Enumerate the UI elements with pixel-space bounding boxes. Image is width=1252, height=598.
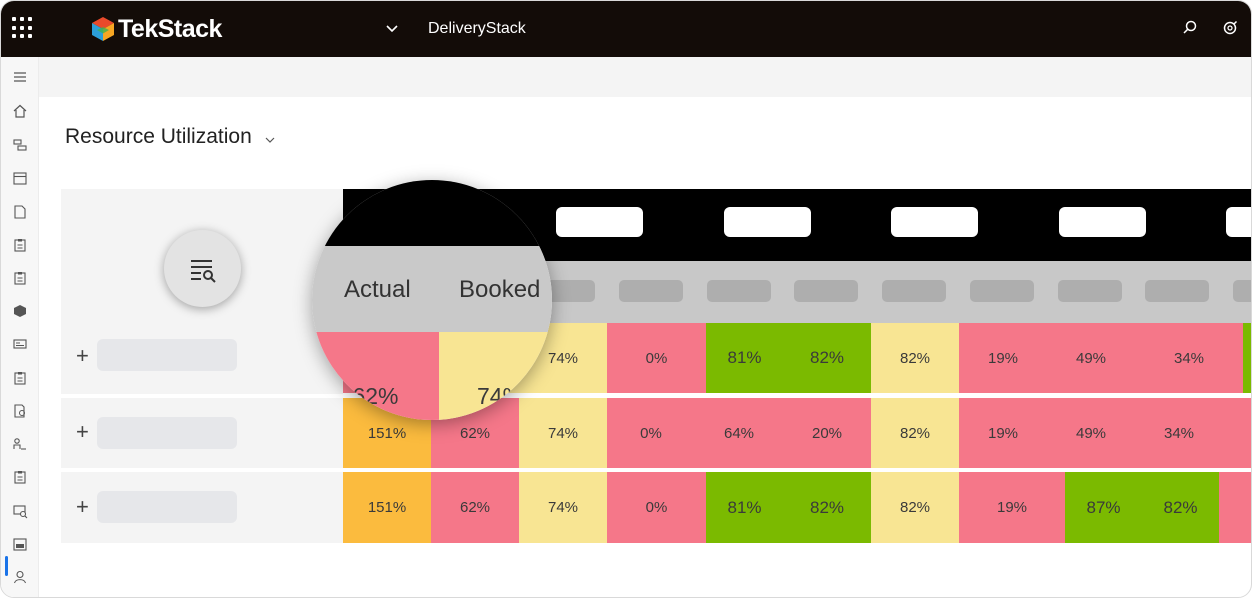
subheader-placeholder xyxy=(707,280,771,302)
resource-name-placeholder[interactable] xyxy=(97,339,237,371)
package-icon[interactable] xyxy=(12,303,28,319)
utilization-cell[interactable]: 82% xyxy=(871,398,959,468)
table-row-header: + xyxy=(61,323,343,393)
period-label-placeholder xyxy=(556,207,643,237)
subheader-placeholder xyxy=(882,280,946,302)
subheader-placeholder xyxy=(970,280,1034,302)
magnified-booked-cell: 74% xyxy=(439,332,552,420)
active-indicator xyxy=(5,556,8,576)
row-divider xyxy=(61,468,1251,472)
utilization-cell[interactable]: 19% xyxy=(959,398,1047,468)
period-label-placeholder xyxy=(1059,207,1146,237)
subheader-placeholder xyxy=(1233,280,1251,302)
utilization-cell[interactable]: 81% xyxy=(706,323,783,393)
app-name[interactable]: DeliveryStack xyxy=(428,20,526,37)
utilization-cell[interactable]: 0% xyxy=(607,323,706,393)
column-header-actual: Actual xyxy=(344,276,411,303)
page-title: Resource Utilization xyxy=(65,125,252,148)
chevron-down-icon[interactable] xyxy=(264,134,276,146)
utilization-cell[interactable]: 49% xyxy=(1047,398,1135,468)
magnifier-lens: Actual Booked 62% 74% xyxy=(312,180,552,420)
person-icon[interactable] xyxy=(12,569,28,585)
subheader-placeholder xyxy=(794,280,858,302)
utilization-cell[interactable]: 87% xyxy=(1065,472,1142,543)
period-label-placeholder xyxy=(891,207,978,237)
projects-icon[interactable] xyxy=(12,137,28,153)
home-icon[interactable] xyxy=(12,103,28,119)
tekstack-logo-icon xyxy=(92,17,114,41)
magnified-actual-cell: 62% xyxy=(312,332,439,420)
utilization-cell[interactable]: 82% xyxy=(783,323,871,393)
clipboard-icon[interactable] xyxy=(12,237,28,253)
menu-icon[interactable] xyxy=(12,69,28,85)
sidebar xyxy=(1,57,39,597)
clipboard-icon[interactable] xyxy=(12,469,28,485)
utilization-cell[interactable] xyxy=(1243,323,1251,393)
utilization-cell[interactable] xyxy=(1219,472,1251,543)
utilization-cell[interactable]: 82% xyxy=(871,323,959,393)
utilization-cell[interactable]: 20% xyxy=(783,398,871,468)
brand-logo[interactable]: TekStack xyxy=(91,13,222,45)
utilization-cell[interactable]: 64% xyxy=(695,398,783,468)
utilization-cell[interactable]: 34% xyxy=(1135,398,1223,468)
utilization-cell[interactable]: 34% xyxy=(1135,323,1243,393)
chevron-down-icon[interactable] xyxy=(385,21,399,35)
settings-icon[interactable] xyxy=(1221,19,1239,37)
people-icon[interactable] xyxy=(12,436,28,452)
utilization-cell[interactable]: 81% xyxy=(706,472,783,543)
calendar-icon[interactable] xyxy=(12,170,28,186)
search-document-icon[interactable] xyxy=(12,403,28,419)
utilization-cell[interactable] xyxy=(1223,398,1251,468)
search-icon[interactable] xyxy=(1181,19,1199,37)
expand-row-icon[interactable]: + xyxy=(76,343,89,368)
utilization-cell[interactable]: 82% xyxy=(871,472,959,543)
resource-name-placeholder[interactable] xyxy=(97,491,237,523)
utilization-cell[interactable]: 19% xyxy=(959,472,1065,543)
row-divider xyxy=(61,394,1251,398)
magnified-subheader xyxy=(312,246,552,332)
filter-button[interactable] xyxy=(164,230,241,307)
column-header-booked: Booked xyxy=(459,276,541,303)
expand-row-icon[interactable]: + xyxy=(76,419,89,444)
view-selector[interactable]: Resource Utilization xyxy=(65,125,276,149)
utilization-cell[interactable]: 0% xyxy=(607,472,706,543)
table-row-header: + xyxy=(61,471,343,541)
utilization-cell[interactable]: 19% xyxy=(959,323,1047,393)
resource-search-icon[interactable] xyxy=(12,503,28,519)
brand-name: TekStack xyxy=(118,14,222,43)
clipboard-icon[interactable] xyxy=(12,270,28,286)
utilization-cell[interactable]: 49% xyxy=(1047,323,1135,393)
report-icon[interactable] xyxy=(12,536,28,552)
resource-name-placeholder[interactable] xyxy=(97,417,237,449)
utilization-cell[interactable]: 82% xyxy=(1142,472,1219,543)
subheader-placeholder xyxy=(1058,280,1122,302)
filter-search-icon xyxy=(190,259,216,283)
utilization-cell[interactable]: 74% xyxy=(519,472,607,543)
id-card-icon[interactable] xyxy=(12,336,28,352)
utilization-cell[interactable]: 0% xyxy=(607,398,695,468)
subheader-placeholder xyxy=(619,280,683,302)
app-launcher-icon[interactable] xyxy=(12,17,34,39)
command-bar xyxy=(39,57,1251,97)
utilization-cell[interactable]: 82% xyxy=(783,472,871,543)
utilization-cell[interactable]: 151% xyxy=(343,472,431,543)
expand-row-icon[interactable]: + xyxy=(76,494,89,519)
period-label-placeholder xyxy=(1226,207,1251,237)
magnified-period-header xyxy=(312,180,552,246)
utilization-cell[interactable]: 62% xyxy=(431,472,519,543)
top-bar: TekStack DeliveryStack xyxy=(1,1,1251,57)
subheader-placeholder xyxy=(1145,280,1209,302)
document-icon[interactable] xyxy=(12,204,28,220)
table-row-header: + xyxy=(61,398,343,468)
period-label-placeholder xyxy=(724,207,811,237)
clipboard-icon[interactable] xyxy=(12,370,28,386)
